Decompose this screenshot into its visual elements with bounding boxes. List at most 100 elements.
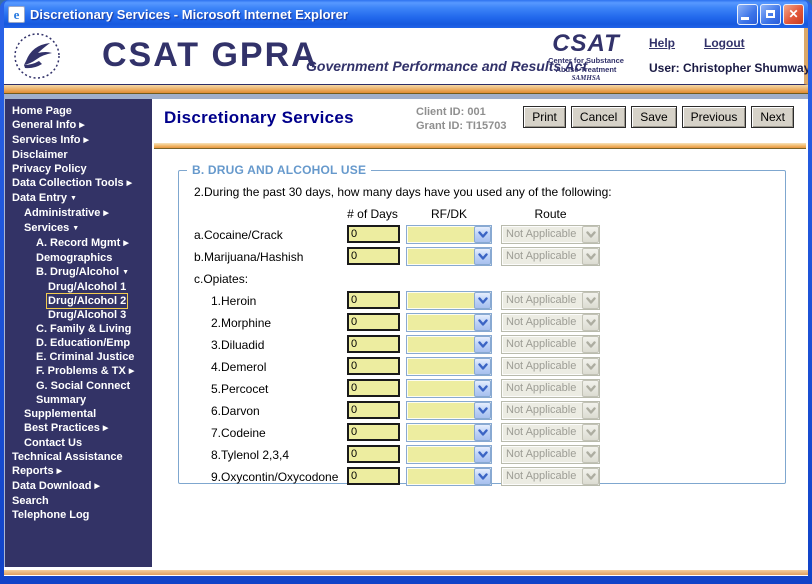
section-legend: B. DRUG AND ALCOHOL USE [187,163,372,177]
drug-label: 2.Morphine [211,316,272,330]
dropdown-arrow-icon[interactable] [474,402,491,419]
previous-button[interactable]: Previous [681,106,747,128]
sidebar-item-demographics[interactable]: Demographics [36,252,113,264]
sidebar-item-disclaimer[interactable]: Disclaimer [12,149,68,161]
dropdown-arrow-icon[interactable] [474,380,491,397]
nav-arrow-icon: ▶ [94,483,100,490]
drug-row: 7.Codeine Not Applicable [179,422,785,444]
sidebar-item-best-practices[interactable]: Best Practices ▶ [24,422,109,434]
days-input[interactable] [347,247,400,265]
nav-arrow-icon: ▶ [123,240,129,247]
days-input[interactable] [347,467,400,485]
rfdk-select[interactable] [406,357,492,376]
maximize-button[interactable] [760,3,781,25]
sidebar-item-privacy-policy[interactable]: Privacy Policy [12,163,87,175]
route-value: Not Applicable [506,360,577,372]
rfdk-select[interactable] [406,401,492,420]
sidebar-item-general-info[interactable]: General Info ▶ [12,119,85,131]
nav-arrow-icon: ▶ [83,137,89,144]
days-input[interactable] [347,379,400,397]
dropdown-arrow-icon [582,446,599,463]
dropdown-arrow-icon[interactable] [474,336,491,353]
sidebar-item-drug-alcohol-1[interactable]: Drug/Alcohol 1 [48,281,127,293]
days-input[interactable] [347,401,400,419]
nav-arrow-icon: ▶ [128,368,135,375]
dropdown-arrow-icon[interactable] [474,314,491,331]
save-button[interactable]: Save [631,106,677,128]
question-text: 2.During the past 30 days, how many days… [194,185,612,199]
sidebar-item-supplemental[interactable]: Supplemental [24,408,97,420]
sidebar-item-reports[interactable]: Reports ▶ [12,465,62,477]
days-input[interactable] [347,423,400,441]
rfdk-select[interactable] [406,335,492,354]
sidebar-item-administrative[interactable]: Administrative ▶ [24,207,109,219]
sidebar-item-data-entry[interactable]: Data Entry ▼ [12,192,77,204]
sidebar-item-contact-us[interactable]: Contact Us [24,437,83,449]
sidebar-item-data-download[interactable]: Data Download ▶ [12,480,100,492]
dropdown-arrow-icon[interactable] [474,248,491,265]
dropdown-arrow-icon[interactable] [474,424,491,441]
rfdk-select[interactable] [406,291,492,310]
logout-link[interactable]: Logout [704,36,745,50]
drug-row: c.Opiates: [179,268,785,290]
sidebar-item-services-info[interactable]: Services Info ▶ [12,134,89,146]
days-input[interactable] [347,335,400,353]
days-input[interactable] [347,313,400,331]
main-panel: Discretionary Services Client ID: 001 Gr… [152,99,808,567]
dropdown-arrow-icon[interactable] [474,468,491,485]
route-value: Not Applicable [506,426,577,438]
close-icon: ✕ [788,7,799,21]
sidebar-item-data-collection-tools[interactable]: Data Collection Tools ▶ [12,177,133,189]
dropdown-arrow-icon[interactable] [474,226,491,243]
dropdown-arrow-icon[interactable] [474,292,491,309]
rfdk-select[interactable] [406,379,492,398]
sidebar-item-e-criminal-justice[interactable]: E. Criminal Justice [36,351,135,363]
rfdk-value [407,468,474,485]
hhs-eagle-logo [14,33,60,79]
nav-arrow-icon: ▶ [103,210,109,217]
help-link[interactable]: Help [649,36,676,50]
print-button[interactable]: Print [523,106,566,128]
rfdk-select[interactable] [406,247,492,266]
drug-row: 3.Diluadid Not Applicable [179,334,785,356]
sidebar-item-g-social-connect[interactable]: G. Social Connect [36,380,131,392]
cancel-button[interactable]: Cancel [570,106,627,128]
rfdk-select[interactable] [406,467,492,486]
next-button[interactable]: Next [751,106,794,128]
route-value: Not Applicable [506,294,577,306]
minimize-button[interactable] [737,3,758,25]
sidebar-item-telephone-log[interactable]: Telephone Log [12,509,90,521]
sidebar-item-f-problems-tx[interactable]: F. Problems & TX ▶ [36,365,135,377]
titlebar[interactable]: e Discretionary Services - Microsoft Int… [4,0,808,28]
dropdown-arrow-icon[interactable] [474,358,491,375]
route-select: Not Applicable [501,225,600,244]
sidebar-item-home-page[interactable]: Home Page [12,105,72,117]
dropdown-arrow-icon[interactable] [474,446,491,463]
sidebar-item-summary[interactable]: Summary [36,394,87,406]
rfdk-select[interactable] [406,423,492,442]
days-input[interactable] [347,445,400,463]
nav-arrow-icon: ▶ [56,468,62,475]
sidebar-item-d-education-emp[interactable]: D. Education/Emp [36,337,131,349]
sidebar-item-search[interactable]: Search [12,495,49,507]
sidebar-item-c-family-living[interactable]: C. Family & Living [36,323,132,335]
minimize-icon [740,17,749,20]
dropdown-arrow-icon [582,336,599,353]
sidebar-item-drug-alcohol-3[interactable]: Drug/Alcohol 3 [48,309,127,321]
days-input[interactable] [347,225,400,243]
rfdk-select[interactable] [406,313,492,332]
days-input[interactable] [347,291,400,309]
sidebar-item-b-drug-alcohol[interactable]: B. Drug/Alcohol ▼ [36,266,130,278]
sidebar-item-technical-assistance[interactable]: Technical Assistance [12,451,123,463]
rfdk-select[interactable] [406,445,492,464]
sidebar-item-a-record-mgmt[interactable]: A. Record Mgmt ▶ [36,237,129,249]
sidebar-item-drug-alcohol-2[interactable]: Drug/Alcohol 2 [45,293,129,309]
close-button[interactable]: ✕ [783,3,804,25]
route-value: Not Applicable [506,228,577,240]
rfdk-select[interactable] [406,225,492,244]
drug-rows: a.Cocaine/Crack Not Applicable b.Marijua… [179,224,785,488]
days-input[interactable] [347,357,400,375]
sidebar-item-services[interactable]: Services ▼ [24,222,80,234]
drug-label: 5.Percocet [211,382,269,396]
csat-logo-samhsa: SAMHSA [571,74,601,82]
